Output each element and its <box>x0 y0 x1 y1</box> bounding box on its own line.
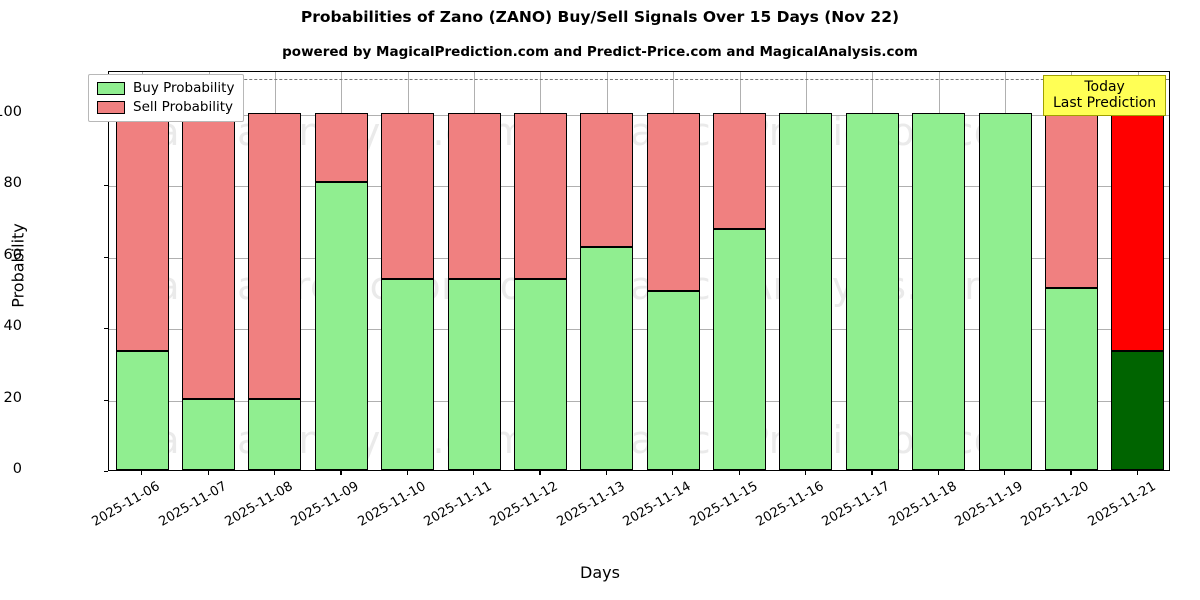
y-axis-tick-mark <box>104 328 108 330</box>
bar-stack[interactable] <box>912 72 966 470</box>
legend-label-sell: Sell Probability <box>133 99 234 115</box>
y-axis-tick-mark <box>104 256 108 258</box>
chart-title: Probabilities of Zano (ZANO) Buy/Sell Si… <box>300 8 900 26</box>
bar-stack[interactable] <box>713 72 767 470</box>
y-axis-tick-label: 40 <box>3 318 22 335</box>
bar-segment-buy[interactable] <box>381 278 435 470</box>
x-axis-tick-mark <box>1070 471 1072 475</box>
legend-label-buy: Buy Probability <box>133 80 235 96</box>
bar-segment-sell[interactable] <box>381 112 435 279</box>
y-axis-tick-label: 100 <box>0 103 22 120</box>
legend-swatch-buy <box>97 81 125 95</box>
bar-stack[interactable] <box>779 72 833 470</box>
x-axis-tick-mark <box>738 471 740 475</box>
bar-segment-sell[interactable] <box>713 112 767 229</box>
bar-segment-buy[interactable] <box>912 112 966 470</box>
plot-area: MagicalAnalysis.comMagicalPrediction.com… <box>108 71 1170 471</box>
bar-segment-buy[interactable] <box>314 182 368 470</box>
x-axis-tick-mark <box>937 471 939 475</box>
x-axis-tick-mark <box>1136 471 1138 475</box>
gridline-horizontal <box>109 186 1169 188</box>
gridline-horizontal <box>109 257 1169 259</box>
bar-segment-buy[interactable] <box>580 246 634 470</box>
bar-segment-buy[interactable] <box>447 278 501 470</box>
y-axis-tick-mark <box>104 399 108 401</box>
legend-item-sell: Sell Probability <box>97 99 234 115</box>
x-axis-tick-mark <box>605 471 607 475</box>
gridline-horizontal <box>109 114 1169 116</box>
bar-segment-buy[interactable] <box>1111 350 1165 470</box>
chart-legend: Buy Probability Sell Probability <box>88 74 245 122</box>
plot-clip: MagicalAnalysis.comMagicalPrediction.com… <box>109 72 1169 470</box>
bar-segment-sell[interactable] <box>580 112 634 247</box>
bar-stack[interactable] <box>115 72 169 470</box>
bar-segment-buy[interactable] <box>713 228 767 470</box>
bar-stack[interactable] <box>447 72 501 470</box>
x-axis-tick-mark <box>273 471 276 475</box>
bar-segment-sell[interactable] <box>182 112 236 399</box>
gridline-horizontal <box>109 329 1169 331</box>
y-axis-tick-label: 0 <box>12 461 22 477</box>
x-axis-tick-mark <box>804 471 807 475</box>
bar-stack[interactable] <box>1044 72 1098 470</box>
bar-segment-sell[interactable] <box>248 112 302 399</box>
bar-stack[interactable] <box>845 72 899 470</box>
x-axis-label: Days <box>580 563 620 582</box>
y-axis-label: Probability <box>8 223 28 308</box>
bar-stack[interactable] <box>182 72 236 470</box>
bar-segment-buy[interactable] <box>115 350 169 470</box>
bar-stack[interactable] <box>1111 72 1165 470</box>
bar-stack[interactable] <box>381 72 435 470</box>
bar-segment-sell[interactable] <box>314 112 368 183</box>
bar-segment-buy[interactable] <box>1044 287 1098 470</box>
bar-segment-sell[interactable] <box>513 112 567 279</box>
today-annotation: Today Last Prediction <box>1043 75 1167 117</box>
x-axis-tick-mark <box>672 471 674 475</box>
bar-segment-buy[interactable] <box>779 112 833 470</box>
bar-stack[interactable] <box>248 72 302 470</box>
x-axis-tick-mark <box>141 471 143 475</box>
bar-segment-sell[interactable] <box>115 112 169 351</box>
threshold-line <box>109 79 1169 81</box>
bar-segment-buy[interactable] <box>646 291 700 470</box>
y-axis-tick-mark <box>104 185 108 187</box>
today-annotation-line1: Today <box>1084 79 1125 95</box>
bar-stack[interactable] <box>513 72 567 470</box>
x-axis-tick-mark <box>539 471 541 475</box>
bar-segment-buy[interactable] <box>845 112 899 470</box>
bar-stack[interactable] <box>646 72 700 470</box>
bar-segment-sell[interactable] <box>447 112 501 279</box>
bar-stack[interactable] <box>314 72 368 470</box>
bar-segment-sell[interactable] <box>1111 112 1165 351</box>
x-axis-tick-mark <box>406 471 408 475</box>
x-axis-tick-mark <box>1004 471 1006 475</box>
bar-segment-sell[interactable] <box>1044 112 1098 288</box>
x-axis-tick-mark <box>207 471 209 475</box>
bar-segment-buy[interactable] <box>513 278 567 470</box>
x-axis-tick-mark <box>473 471 475 475</box>
chart-subtitle: powered by MagicalPrediction.com and Pre… <box>282 44 918 60</box>
y-axis-tick-mark <box>104 471 108 473</box>
bar-segment-buy[interactable] <box>248 398 302 470</box>
legend-swatch-sell <box>97 100 125 114</box>
bar-segment-buy[interactable] <box>978 112 1032 470</box>
legend-item-buy: Buy Probability <box>97 80 234 96</box>
y-axis-tick-label: 60 <box>3 246 22 263</box>
y-axis-tick-label: 80 <box>3 175 22 192</box>
x-axis-tick-mark <box>871 471 873 475</box>
bar-segment-buy[interactable] <box>182 398 236 470</box>
gridline-horizontal <box>109 400 1169 402</box>
bar-stack[interactable] <box>580 72 634 470</box>
x-axis-tick-mark <box>340 471 342 475</box>
bar-stack[interactable] <box>978 72 1032 470</box>
y-axis-tick-label: 20 <box>3 389 22 406</box>
bar-segment-sell[interactable] <box>646 112 700 292</box>
today-annotation-line2: Last Prediction <box>1053 95 1157 112</box>
